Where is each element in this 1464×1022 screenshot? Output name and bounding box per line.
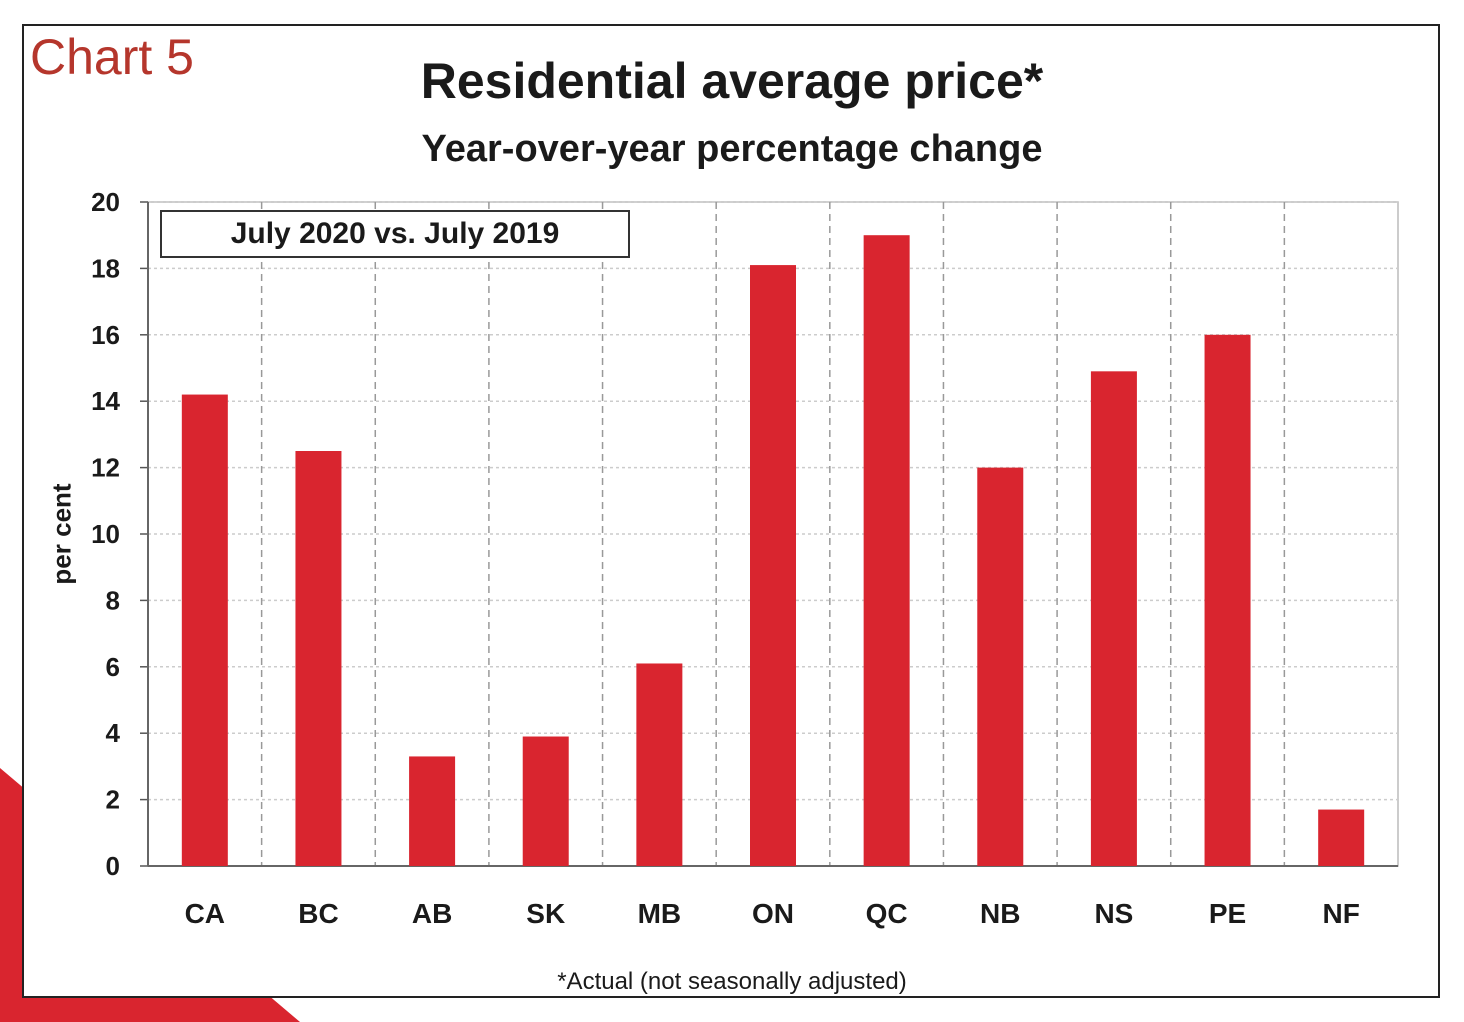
y-tick-label: 2 bbox=[106, 785, 120, 815]
x-category-label: NB bbox=[980, 898, 1020, 929]
x-category-label: CA bbox=[185, 898, 225, 929]
y-tick-label: 16 bbox=[91, 320, 120, 350]
y-axis-label: per cent bbox=[46, 483, 77, 585]
y-tick-label: 20 bbox=[91, 187, 120, 217]
y-tick-label: 18 bbox=[91, 253, 120, 283]
bar-qc bbox=[863, 235, 910, 866]
y-tick-label: 12 bbox=[91, 453, 120, 483]
bar-ns bbox=[1090, 371, 1137, 866]
bar-pe bbox=[1204, 334, 1251, 866]
period-legend-box: July 2020 vs. July 2019 bbox=[160, 210, 630, 258]
y-tick-label: 6 bbox=[106, 652, 120, 682]
y-tick-label: 8 bbox=[106, 585, 120, 615]
bar-ab bbox=[409, 756, 456, 866]
x-category-label: NF bbox=[1323, 898, 1360, 929]
chart-subtitle: Year-over-year percentage change bbox=[421, 128, 1043, 170]
bar-nf bbox=[1318, 809, 1365, 866]
y-tick-label: 4 bbox=[106, 718, 121, 748]
bar-on bbox=[750, 265, 796, 867]
bar-sk bbox=[522, 736, 569, 866]
y-tick-label: 10 bbox=[91, 519, 120, 549]
x-category-label: AB bbox=[412, 898, 452, 929]
x-category-label: NS bbox=[1094, 898, 1133, 929]
bar-nb bbox=[977, 467, 1024, 866]
x-category-label: MB bbox=[638, 898, 682, 929]
bar-mb bbox=[636, 663, 683, 866]
x-category-label: QC bbox=[866, 898, 908, 929]
chart-number-label: Chart 5 bbox=[30, 29, 194, 85]
bar-bc bbox=[295, 451, 342, 866]
chart-title: Residential average price* bbox=[420, 53, 1044, 109]
chart-footnote: *Actual (not seasonally adjusted) bbox=[557, 968, 907, 995]
bar-ca bbox=[181, 394, 228, 866]
y-tick-label: 14 bbox=[91, 386, 120, 416]
y-tick-label: 0 bbox=[106, 851, 120, 881]
x-category-label: BC bbox=[298, 898, 338, 929]
x-category-label: PE bbox=[1209, 898, 1246, 929]
x-category-label: ON bbox=[752, 898, 794, 929]
x-category-label: SK bbox=[526, 898, 565, 929]
